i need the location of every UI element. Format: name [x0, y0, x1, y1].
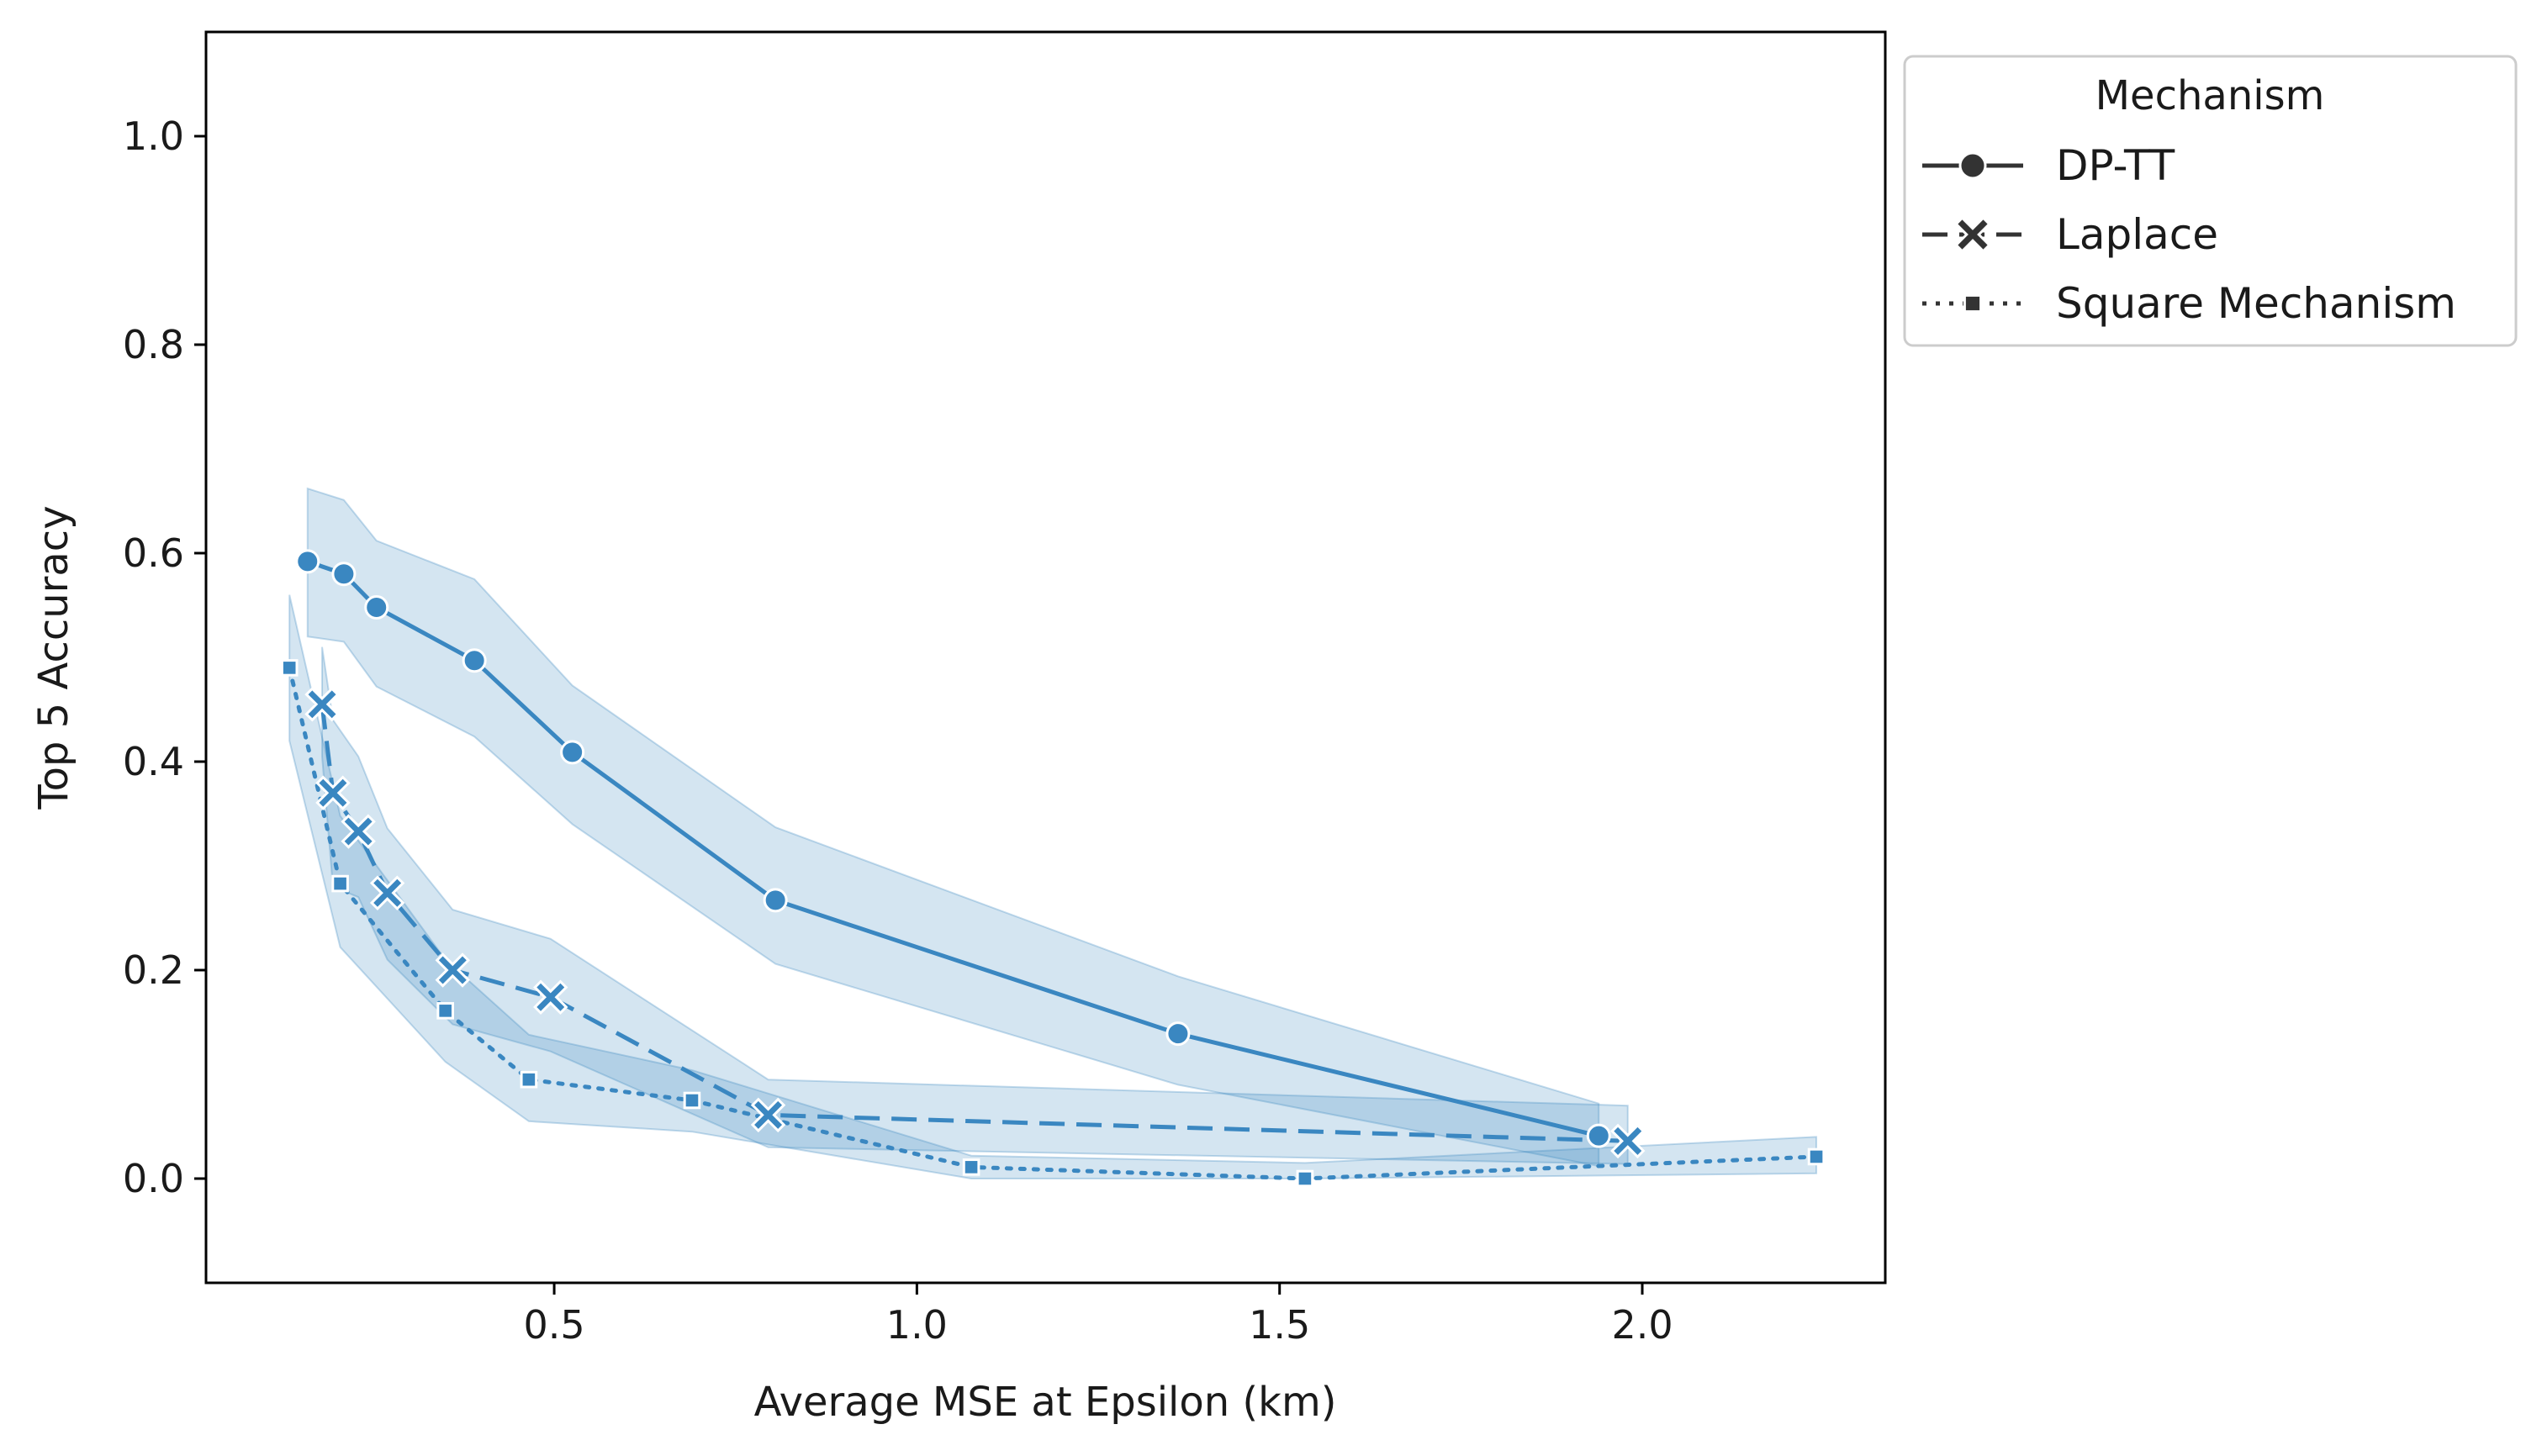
data-point-laplace — [1610, 1123, 1646, 1159]
y-tick-label: 0.8 — [123, 322, 184, 367]
legend-title: Mechanism — [2095, 72, 2325, 119]
x-tick-label: 1.0 — [886, 1302, 948, 1348]
x-axis-label: Average MSE at Epsilon (km) — [754, 1379, 1337, 1426]
series-line-square-mechanism — [287, 665, 1819, 1181]
data-point-laplace — [315, 775, 351, 810]
series-markers — [280, 549, 1826, 1188]
legend: Mechanism DP-TT Laplace Square Mechanism — [1903, 55, 2518, 347]
data-point-square-mechanism — [331, 874, 349, 893]
data-point-square-mechanism — [962, 1158, 980, 1176]
legend-entry-dp-tt: DP-TT — [1922, 141, 2175, 190]
legend-marker — [1958, 151, 1987, 180]
y-axis-ticks: 0.0 0.2 0.4 0.6 0.8 1.0 — [123, 113, 206, 1201]
legend-label: DP-TT — [2056, 141, 2175, 190]
ci-band-square-mechanism — [288, 594, 1818, 1179]
data-point-laplace — [533, 979, 568, 1015]
data-point-laplace — [369, 875, 405, 910]
legend-entry-square-mechanism: Square Mechanism — [1922, 279, 2456, 328]
data-point-dp-tt — [364, 594, 389, 620]
data-point-dp-tt — [560, 740, 585, 765]
data-point-dp-tt — [1586, 1123, 1611, 1148]
data-point-dp-tt — [295, 549, 320, 574]
legend-entry-laplace: Laplace — [1922, 210, 2218, 259]
data-point-square-mechanism — [436, 1002, 454, 1020]
x-tick-label: 1.5 — [1249, 1302, 1310, 1348]
data-point-square-mechanism — [520, 1070, 538, 1089]
y-tick-label: 0.2 — [123, 947, 184, 993]
y-tick-label: 0.4 — [123, 739, 184, 784]
data-point-square-mechanism — [683, 1091, 701, 1110]
legend-marker — [1954, 216, 1991, 253]
x-axis-ticks: 0.5 1.0 1.5 2.0 — [523, 1283, 1673, 1348]
legend-box — [1903, 55, 2518, 347]
data-point-square-mechanism — [280, 659, 299, 677]
data-point-laplace — [750, 1097, 786, 1133]
confidence-bands — [288, 487, 1818, 1179]
x-tick-label: 0.5 — [523, 1302, 584, 1348]
legend-label: Square Mechanism — [2056, 279, 2456, 328]
x-tick-label: 2.0 — [1611, 1302, 1673, 1348]
data-point-laplace — [435, 952, 471, 988]
plot-frame — [204, 30, 1887, 1285]
legend-label: Laplace — [2056, 210, 2218, 259]
y-tick-label: 1.0 — [123, 113, 184, 159]
data-point-dp-tt — [763, 888, 788, 913]
data-point-dp-tt — [331, 562, 357, 587]
legend-marker — [1963, 293, 1983, 314]
legend-entries: DP-TT Laplace Square Mechanism — [1922, 141, 2456, 328]
y-axis-label: Top 5 Accuracy — [30, 505, 77, 810]
data-point-dp-tt — [1165, 1021, 1191, 1047]
data-point-dp-tt — [462, 648, 487, 673]
y-tick-label: 0.0 — [123, 1156, 184, 1201]
data-point-square-mechanism — [1296, 1169, 1314, 1188]
data-point-laplace — [341, 814, 376, 849]
data-point-laplace — [304, 687, 340, 722]
y-tick-label: 0.6 — [123, 530, 184, 576]
data-point-square-mechanism — [1807, 1147, 1826, 1166]
